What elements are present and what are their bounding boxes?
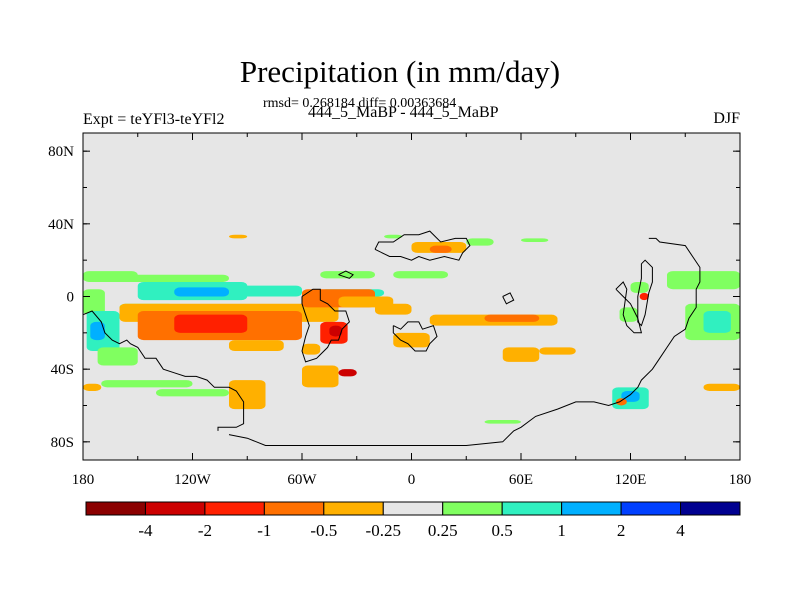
y-tick-label: 80N xyxy=(48,144,74,160)
precip-region xyxy=(375,303,412,315)
precip-region xyxy=(156,389,229,397)
colorbar-box xyxy=(323,501,384,516)
coastlines xyxy=(82,230,701,446)
precip-region xyxy=(466,238,494,246)
precip-region xyxy=(703,311,731,333)
x-tick-label: 120E xyxy=(615,472,647,488)
x-tick-label: 60E xyxy=(509,472,533,488)
precip-region xyxy=(90,321,105,341)
chart-title: Precipitation (in mm/day) xyxy=(239,54,561,89)
colorbar-label: -2 xyxy=(198,521,212,540)
colorbar-box xyxy=(204,501,265,516)
precip-region xyxy=(83,289,105,315)
coastline xyxy=(228,237,701,446)
y-tick-label: 40S xyxy=(51,362,74,378)
precip-region xyxy=(210,318,229,330)
colorbar-box xyxy=(144,501,206,516)
precip-region xyxy=(338,369,357,377)
x-tick-label: 180 xyxy=(729,472,752,488)
precip-region xyxy=(83,383,102,391)
coastline xyxy=(392,321,438,352)
precip-region xyxy=(639,292,649,301)
colorbar-box xyxy=(263,501,325,516)
precip-region xyxy=(539,347,576,355)
y-tick-label: 0 xyxy=(67,290,75,306)
precip-region xyxy=(521,238,549,242)
precip-region xyxy=(302,365,339,388)
colorbar-label: 4 xyxy=(676,521,685,540)
precip-region xyxy=(101,380,193,388)
precip-region xyxy=(302,343,321,355)
precip-region xyxy=(384,234,403,239)
colorbar-label: -0.25 xyxy=(366,521,401,540)
colorbar-label: 0.25 xyxy=(428,521,458,540)
colorbar-label: -1 xyxy=(257,521,271,540)
precip-region xyxy=(393,332,430,348)
coastline xyxy=(338,270,354,279)
colorbar-box xyxy=(680,501,741,516)
precip-region xyxy=(229,285,302,297)
precip-region xyxy=(229,234,248,239)
precip-region xyxy=(703,383,740,391)
precip-region xyxy=(621,390,640,402)
x-axis: 180 120W 60W 0 60E 120E 180 xyxy=(72,133,752,488)
precip-region xyxy=(502,347,540,362)
precip-region xyxy=(667,271,740,290)
colorbar-label: 0.5 xyxy=(492,521,513,540)
precip-region xyxy=(229,340,284,351)
y-axis: 80N 40N 0 40S 80S xyxy=(48,144,740,451)
precip-region xyxy=(119,274,229,282)
precip-region xyxy=(484,314,540,322)
precip-region xyxy=(320,271,375,279)
y-tick-label: 40N xyxy=(48,217,74,233)
precip-region xyxy=(619,307,638,322)
y-tick-label: 80S xyxy=(51,435,74,451)
colorbar-label: 1 xyxy=(557,521,566,540)
x-tick-label: 120W xyxy=(174,472,212,488)
colorbar-box xyxy=(442,501,503,516)
x-tick-label: 180 xyxy=(72,472,95,488)
left-label: Expt = teYFl3-teYFl2 xyxy=(83,111,225,128)
coastline xyxy=(502,292,515,305)
coastline xyxy=(82,310,245,431)
colorbar-box xyxy=(501,501,563,516)
coastline xyxy=(637,259,653,327)
precip-region xyxy=(393,271,448,279)
stats-label: rmsd= 0.268184 diff= 0.00363684 xyxy=(263,96,457,111)
coastline xyxy=(615,281,643,334)
precip-region xyxy=(174,287,229,297)
precip-region xyxy=(229,380,266,410)
precip-region xyxy=(429,245,452,253)
colorbar-box xyxy=(382,501,444,516)
colorbar-label: 2 xyxy=(617,521,626,540)
precip-region xyxy=(484,420,521,424)
x-tick-label: 0 xyxy=(408,472,416,488)
colorbar-box xyxy=(85,501,146,516)
colorbar-box xyxy=(561,501,622,516)
colorbar-box xyxy=(620,501,682,516)
precip-region xyxy=(615,398,627,406)
right-label: DJF xyxy=(713,110,740,127)
colorbar-label: -0.5 xyxy=(310,521,337,540)
center-label: 444_5_MaBP - 444_5_MaBP xyxy=(308,104,499,121)
coastline xyxy=(301,288,350,363)
coastline xyxy=(374,230,471,261)
x-tick-label: 60W xyxy=(287,472,317,488)
colorbar-label: -4 xyxy=(138,521,153,540)
precip-region xyxy=(329,325,343,337)
precip-region xyxy=(97,347,138,366)
colorbar: -4 -2 -1 -0.5 -0.25 0.25 0.5 1 2 4 xyxy=(85,501,741,540)
